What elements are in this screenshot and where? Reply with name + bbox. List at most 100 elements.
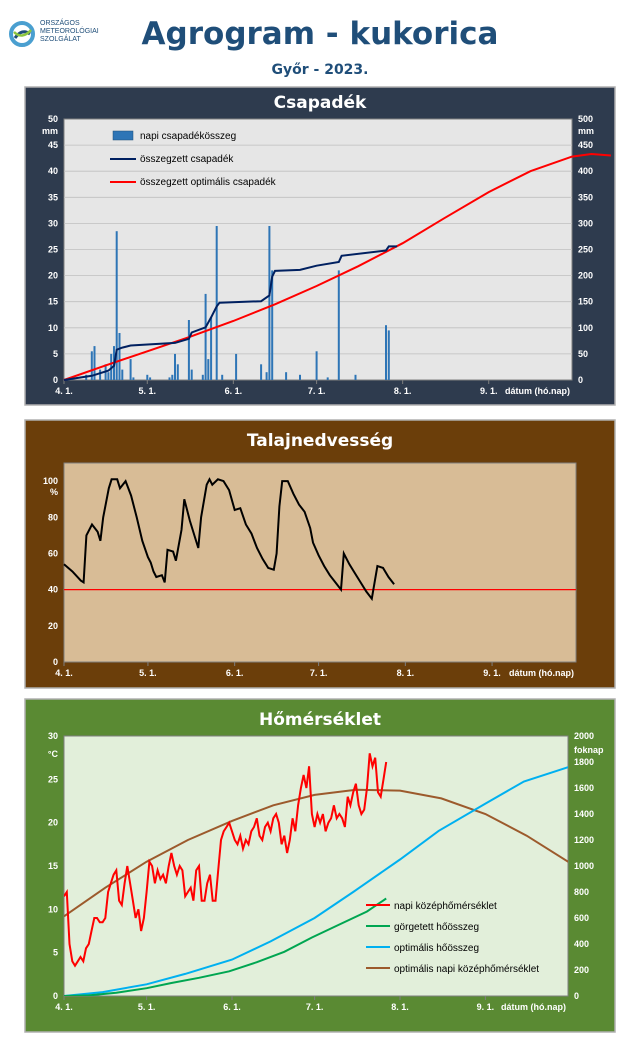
y-tick-label: 20 [48, 271, 58, 281]
temperature-chart: Hőmérséklet 0 5 10 15 20 25 30 0 200 400 600 800 1000… [24, 698, 616, 1033]
precip-bar [176, 364, 179, 380]
precip-bar [171, 374, 174, 380]
y-tick-label: 25 [48, 245, 58, 255]
y-tick-label: 25 [48, 774, 58, 784]
y-tick-label: 15 [48, 297, 58, 307]
x-tick-label: 5. 1. [138, 1002, 156, 1012]
legend-label: összegzett optimális csapadék [140, 177, 277, 188]
y-tick-label: 20 [48, 621, 58, 631]
chart-title: Talajnedvesség [247, 431, 393, 451]
y-tick-label: 10 [48, 323, 58, 333]
x-axis-title: dátum (hó.nap) [501, 1002, 566, 1012]
y-tick-label: 10 [48, 904, 58, 914]
y2-tick-label: 400 [578, 166, 593, 176]
y2-tick-label: 50 [578, 349, 588, 359]
y2-tick-label: 350 [578, 192, 593, 202]
precip-bar [299, 374, 301, 380]
precip-bar [107, 372, 110, 380]
logo-line-1: ORSZÁGOS [40, 18, 80, 27]
precip-bar [90, 351, 93, 380]
soil-moisture-chart: Talajnedvesség 0 20 40 60 80 100% 4. 1. 5. 1. 6. … [24, 419, 616, 689]
x-tick-label: 6. 1. [225, 386, 243, 396]
y2-tick-label: 250 [578, 245, 593, 255]
omsz-logo-icon [9, 21, 35, 47]
y2-axis-title: foknap [574, 745, 604, 755]
y-tick-label: 45 [48, 140, 58, 150]
y-tick-label: 40 [48, 166, 58, 176]
omsz-logo: ORSZÁGOS METEOROLÓGIAI SZOLGÁLAT [9, 18, 99, 47]
y2-tick-label: 450 [578, 140, 593, 150]
x-tick-label: 5. 1. [139, 668, 157, 678]
series-optimal-daily-line [64, 788, 568, 918]
precip-bar [326, 377, 329, 380]
precip-bar [204, 293, 207, 380]
logo-line-2: METEOROLÓGIAI [40, 26, 99, 35]
precip-bar [149, 377, 152, 380]
y-tick-label: 30 [48, 731, 58, 741]
y-tick-label: 60 [48, 548, 58, 558]
y2-tick-label: 1000 [574, 861, 594, 871]
legend-swatch [112, 130, 134, 141]
x-tick-label: 8. 1. [391, 1002, 409, 1012]
y2-tick-label: 1200 [574, 835, 594, 845]
precip-bar [168, 377, 171, 380]
precip-bar [174, 353, 176, 380]
chart-title: Csapadék [274, 93, 367, 113]
y-tick-label: 0 [53, 375, 58, 385]
y-tick-label: 80 [48, 512, 58, 522]
y-tick-label: 40 [48, 585, 58, 595]
precip-bar [354, 374, 357, 380]
x-tick-label: 9. 1. [477, 1002, 495, 1012]
y-tick-label: 15 [48, 861, 58, 871]
y2-tick-label: 200 [574, 965, 589, 975]
y2-tick-label: 500 [578, 114, 593, 124]
x-tick-label: 4. 1. [55, 386, 73, 396]
y-tick-label: 20 [48, 818, 58, 828]
legend-label: napi középhőmérséklet [394, 901, 497, 912]
y2-tick-label: 800 [574, 887, 589, 897]
precip-bar [215, 226, 218, 380]
precip-bar [121, 369, 124, 380]
y2-axis-title: mm [578, 126, 594, 136]
x-tick-label: 9. 1. [483, 668, 501, 678]
y2-tick-label: 2000 [574, 731, 594, 741]
series-moisture-line [63, 477, 395, 602]
y2-tick-label: 100 [578, 323, 593, 333]
x-tick-label: 7. 1. [308, 386, 326, 396]
x-tick-label: 6. 1. [223, 1002, 241, 1012]
precip-bar [387, 330, 390, 380]
precip-bar [235, 353, 238, 380]
precip-bar [187, 320, 190, 380]
precip-bar [260, 364, 263, 380]
page-subtitle: Győr - 2023. [271, 62, 369, 78]
y-tick-label: 50 [48, 114, 58, 124]
legend-label: optimális napi középhőmérséklet [394, 964, 539, 975]
precip-bar [268, 226, 271, 380]
series-cumulative-line [63, 245, 398, 381]
x-tick-label: 9. 1. [480, 386, 498, 396]
precip-bar [201, 374, 204, 380]
y2-tick-label: 0 [578, 375, 583, 385]
precip-bar [132, 377, 135, 380]
precip-bar [146, 374, 149, 380]
plot-area [63, 462, 577, 663]
y2-tick-label: 1400 [574, 809, 594, 819]
y2-tick-label: 1800 [574, 757, 594, 767]
precipitation-chart: Csapadék05101520253035404550050100150200… [24, 86, 616, 406]
y2-tick-label: 200 [578, 271, 593, 281]
x-tick-label: 8. 1. [397, 668, 415, 678]
precip-bar [129, 359, 132, 380]
legend-label: görgetett hőösszeg [394, 922, 479, 933]
precip-bar [99, 369, 102, 380]
precip-bar [118, 333, 121, 380]
y2-tick-label: 0 [574, 991, 579, 1001]
series-daily-mean-line [64, 753, 388, 968]
legend-label: napi csapadékösszeg [140, 131, 236, 142]
y2-tick-label: 300 [578, 218, 593, 228]
y-tick-label: 5 [53, 948, 58, 958]
y2-tick-label: 600 [574, 913, 589, 923]
y-axis-title: % [50, 487, 58, 497]
y-tick-label: 30 [48, 218, 58, 228]
y-tick-label: 35 [48, 192, 58, 202]
y2-tick-label: 1600 [574, 783, 594, 793]
